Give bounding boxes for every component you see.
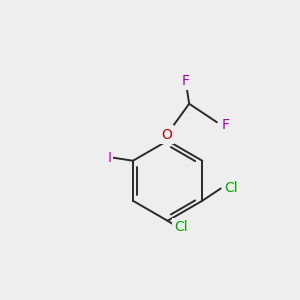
Text: F: F xyxy=(182,74,190,88)
Text: Cl: Cl xyxy=(225,182,238,196)
Text: I: I xyxy=(107,151,111,165)
Text: O: O xyxy=(161,128,172,142)
Text: F: F xyxy=(221,118,230,131)
Text: Cl: Cl xyxy=(174,220,188,234)
